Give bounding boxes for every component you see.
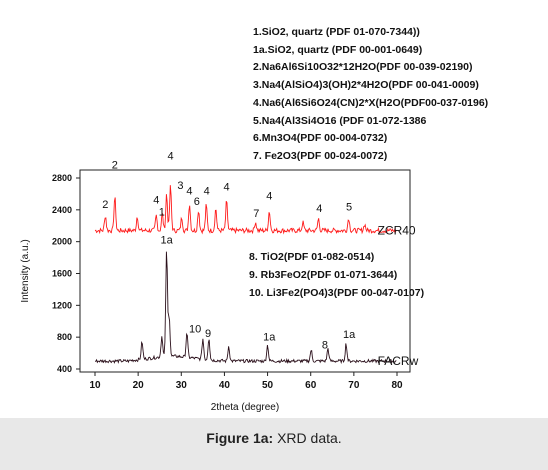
legend-entry: 2.Na6Al6Si10O32*12H2O(PDF 00-039-02190): [253, 61, 473, 74]
peak-label: 4: [224, 182, 230, 194]
peak-label: 4: [204, 186, 210, 198]
x-axis-label: 2theta (degree): [211, 402, 279, 413]
legend-entry: 5.Na4(Al3Si4O16 (PDF 01-072-1386: [253, 114, 427, 127]
y-tick-label: 1600: [52, 269, 72, 279]
legend-entry: 9. Rb3FeO2(PDF 01-071-3644): [249, 268, 398, 281]
series-line-ZCR40: [94, 185, 397, 235]
legend-entry: 1a.SiO2, quartz (PDF 00-001-0649): [253, 43, 423, 56]
phase-legend-top: 1.SiO2, quartz (PDF 01-070-7344)) 1a.SiO…: [253, 24, 488, 166]
y-axis-label: Intensity (a.u.): [20, 239, 31, 302]
x-tick-label: 60: [305, 380, 317, 391]
peak-label: 4: [186, 186, 192, 198]
peak-label: 4: [316, 203, 322, 215]
legend-entry: 8. TiO2(PDF 01-082-0514): [249, 251, 375, 263]
y-tick-label: 1200: [52, 300, 72, 310]
phase-legend-bottom: 8. TiO2(PDF 01-082-0514) 9. Rb3FeO2(PDF …: [249, 249, 424, 302]
peak-label: 1a: [343, 329, 356, 341]
legend-entry: 7. Fe2O3(PDF 00-024-0072): [253, 149, 388, 162]
peak-label: 1a: [263, 331, 276, 343]
series-label: FACRw: [378, 354, 419, 368]
plot-frame: [79, 169, 411, 373]
peak-label: 4: [167, 151, 173, 163]
y-tick-label: 2800: [52, 173, 72, 183]
legend-entry: 6.Mn3O4(PDF 00-004-0732): [253, 132, 388, 145]
x-tick-label: 40: [219, 380, 231, 391]
peak-label: 9: [205, 328, 211, 340]
peak-label: 2: [112, 159, 118, 171]
peak-label: 6: [194, 196, 200, 208]
peak-label: 5: [346, 202, 352, 214]
peak-label: 10: [189, 323, 201, 335]
peak-label: 4: [153, 194, 159, 206]
y-tick-label: 2000: [52, 237, 72, 247]
caption-text: XRD data.: [273, 430, 342, 446]
x-tick-label: 70: [348, 380, 360, 391]
series-label: ZCR40: [378, 224, 416, 238]
peak-label: 2: [102, 199, 108, 211]
y-tick-label: 800: [57, 332, 72, 342]
legend-entry: 10. Li3Fe2(PO4)3(PDF 00-047-0107): [249, 286, 425, 299]
peak-label: 3: [177, 180, 183, 192]
x-tick-label: 80: [391, 380, 403, 391]
x-tick-label: 10: [89, 380, 101, 391]
caption-label: Figure 1a:: [206, 430, 274, 446]
peak-label: 7: [253, 208, 259, 220]
peak-label: 1: [159, 206, 165, 218]
y-tick-label: 2400: [52, 205, 72, 215]
legend-entry: 3.Na4(AlSiO4)3(OH)2*4H2O(PDF 00-041-0009…: [253, 79, 479, 92]
figure-caption: Figure 1a: XRD data.: [0, 430, 548, 446]
peak-label: 1a: [160, 234, 173, 246]
x-tick-label: 20: [133, 380, 145, 391]
peak-label: 8: [322, 339, 328, 351]
caption-background: [0, 418, 548, 470]
peak-label: 4: [266, 190, 272, 202]
x-tick-label: 30: [176, 380, 188, 391]
y-tick-label: 400: [57, 364, 72, 374]
xrd-chart: 10 20 30 40 50 60 70 80400800120016002000240028…: [20, 151, 419, 413]
legend-entry: 4.Na6(Al6Si6O24(CN)2*X(H2O(PDF00-037-019…: [253, 96, 489, 109]
legend-entry: 1.SiO2, quartz (PDF 01-070-7344)): [253, 26, 420, 38]
series-line-FACRw: [94, 251, 397, 365]
x-tick-label: 50: [262, 380, 274, 391]
